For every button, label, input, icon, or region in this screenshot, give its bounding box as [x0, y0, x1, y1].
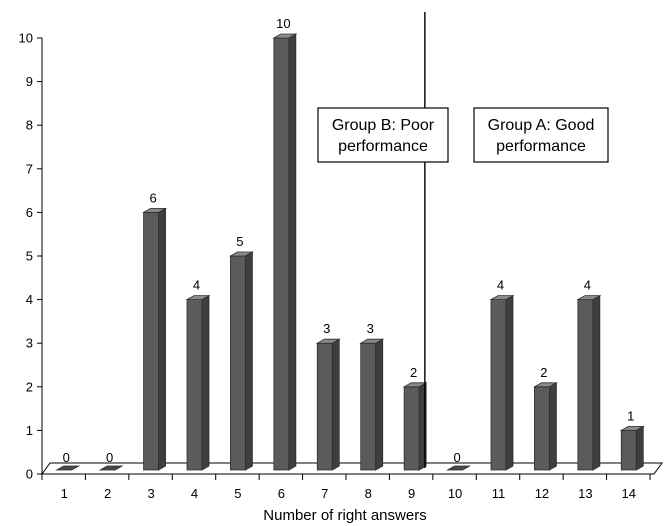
annotation-box [317, 107, 449, 163]
y-tick-label: 7 [26, 161, 33, 176]
annotation-line: Group B: Poor [332, 117, 435, 134]
x-tick-label: 4 [191, 486, 198, 501]
x-tick-label: 8 [365, 486, 372, 501]
y-tick-label: 10 [19, 31, 33, 46]
bar [402, 382, 428, 471]
x-tick-label: 13 [578, 486, 592, 501]
x-tick-label: 14 [622, 486, 636, 501]
bar [98, 465, 124, 471]
data-label: 2 [540, 365, 547, 380]
annotation-box [473, 107, 609, 163]
x-axis-title: Number of right answers [263, 507, 426, 524]
bar [619, 425, 645, 471]
axes [41, 38, 650, 475]
x-tick-label: 3 [147, 486, 154, 501]
data-label: 4 [193, 278, 200, 293]
data-label: 6 [149, 190, 156, 205]
bar [359, 338, 385, 471]
data-label: 4 [497, 278, 504, 293]
x-tick-label: 9 [408, 486, 415, 501]
annotation-group-b: Group B: Poor performance [317, 107, 449, 163]
y-tick-label: 8 [26, 118, 33, 133]
y-tick-label: 5 [26, 249, 33, 264]
bar [446, 465, 472, 471]
bar [272, 33, 298, 471]
data-label: 3 [323, 321, 330, 336]
annotation-line: Group A: Good [488, 117, 595, 134]
bar [228, 251, 254, 471]
y-tick-label: 6 [26, 205, 33, 220]
chart-floor [41, 462, 663, 475]
y-tick-label: 4 [26, 292, 33, 307]
bars [55, 33, 645, 471]
data-label: 2 [410, 365, 417, 380]
y-tick-label: 2 [26, 379, 33, 394]
data-label: 4 [584, 278, 591, 293]
y-tick-label: 0 [26, 467, 33, 482]
bar [576, 294, 602, 471]
floor-plane [41, 462, 663, 475]
bar [489, 294, 515, 471]
bar [315, 338, 341, 471]
data-label: 0 [63, 450, 70, 465]
data-label: 1 [627, 408, 634, 423]
data-label: 10 [276, 16, 290, 31]
y-tick-label: 9 [26, 74, 33, 89]
x-tick-label: 12 [535, 486, 549, 501]
bar [142, 207, 168, 471]
bar [185, 294, 211, 471]
y-tick-label: 1 [26, 423, 33, 438]
annotation-line: performance [496, 138, 586, 155]
data-label: 0 [106, 450, 113, 465]
annotation-group-a: Group A: Good performance [473, 107, 609, 163]
x-tick-label: 5 [234, 486, 241, 501]
data-label: 5 [236, 234, 243, 249]
bar [55, 465, 81, 471]
x-tick-label: 2 [104, 486, 111, 501]
bar [532, 382, 558, 471]
annotation-line: performance [338, 138, 428, 155]
x-tick-label: 7 [321, 486, 328, 501]
x-tick-label: 6 [278, 486, 285, 501]
y-tick-label: 3 [26, 336, 33, 351]
x-tick-label: 11 [492, 486, 506, 501]
x-tick-label: 1 [61, 486, 68, 501]
data-labels: 0 0 6 4 5 10 3 3 2 0 4 2 4 1 [63, 16, 635, 465]
data-label: 0 [453, 450, 460, 465]
x-tick-label: 10 [448, 486, 462, 501]
data-label: 3 [367, 321, 374, 336]
